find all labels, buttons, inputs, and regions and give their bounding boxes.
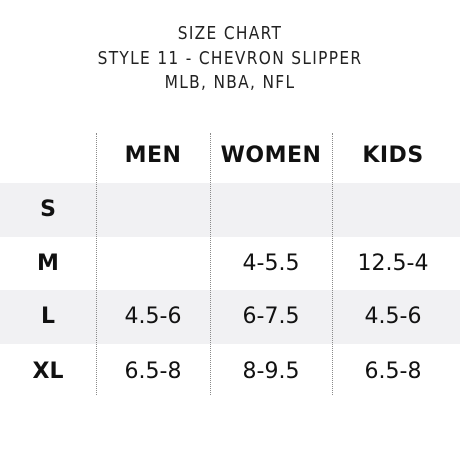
size-cell-xl-women: 8-9.5 xyxy=(242,359,300,384)
size-cell-s-men xyxy=(96,183,210,237)
column-divider-2 xyxy=(210,133,211,395)
row-band-s xyxy=(0,183,460,237)
size-cell-xl-men: 6.5-8 xyxy=(124,359,182,384)
column-header-men: MEN xyxy=(124,143,182,168)
size-cell-l-women: 6-7.5 xyxy=(242,304,300,329)
chart-subtitle-style: STYLE 11 - CHEVRON SLIPPER xyxy=(97,48,363,69)
size-cell-s-kids xyxy=(332,183,454,237)
column-divider-1 xyxy=(96,133,97,395)
column-header-kids: KIDS xyxy=(362,143,424,168)
chart-title-block: SIZE CHART STYLE 11 - CHEVRON SLIPPER ML… xyxy=(28,22,433,96)
chart-title: SIZE CHART xyxy=(177,24,283,44)
size-cell-s-women xyxy=(210,183,332,237)
size-cell-m-men xyxy=(96,237,210,291)
column-header-women: WOMEN xyxy=(220,143,322,168)
size-label-s: S xyxy=(40,197,56,222)
size-cell-m-women: 4-5.5 xyxy=(242,251,300,276)
size-cell-l-kids: 4.5-6 xyxy=(364,304,422,329)
size-label-l: L xyxy=(40,304,56,329)
row-band-l xyxy=(0,290,460,344)
size-cell-xl-kids: 6.5-8 xyxy=(364,359,422,384)
size-cell-l-men: 4.5-6 xyxy=(124,304,182,329)
size-label-xl: XL xyxy=(32,359,64,384)
chart-subtitle-leagues: MLB, NBA, NFL xyxy=(164,73,296,93)
size-label-m: M xyxy=(37,251,59,276)
column-divider-3 xyxy=(332,133,333,395)
size-cell-m-kids: 12.5-4 xyxy=(357,251,429,276)
